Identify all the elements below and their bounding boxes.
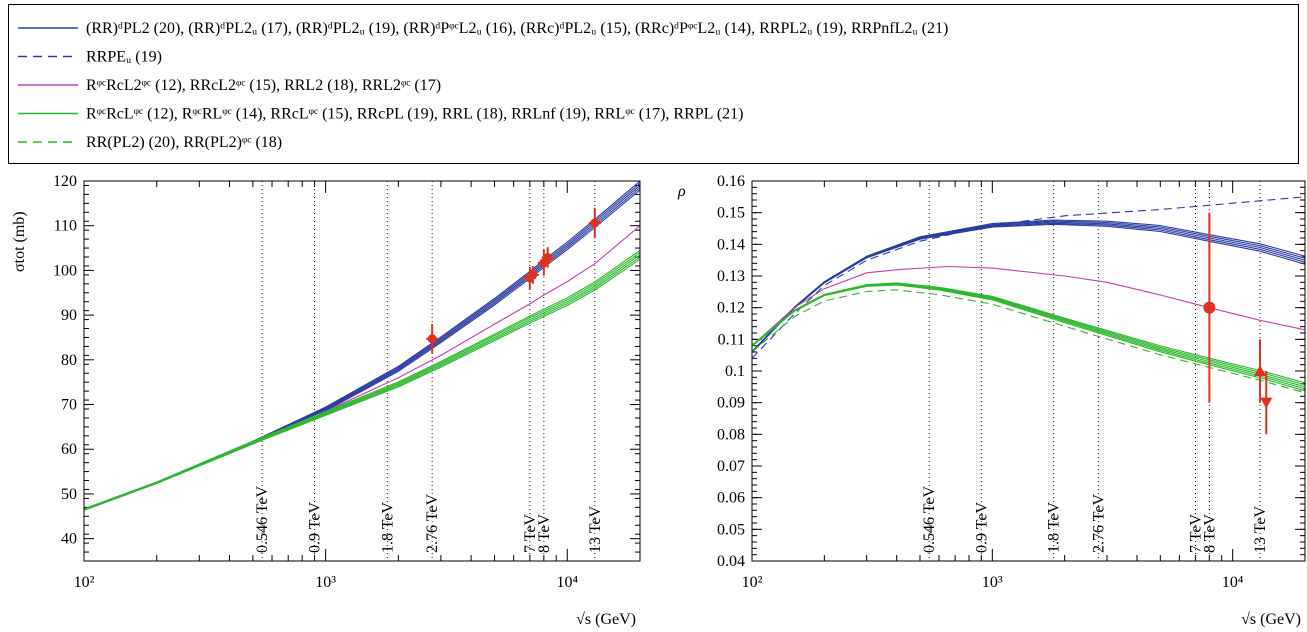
curve-blue	[752, 222, 1305, 353]
curve-green	[752, 283, 1305, 390]
y-tick-label: 0.04	[717, 553, 745, 570]
y-tick-label: 0.09	[717, 395, 745, 412]
curve-green	[84, 252, 640, 510]
curve-green-dashed	[752, 289, 1305, 394]
y-tick-label: 0.08	[717, 426, 745, 443]
y-tick-label: 50	[61, 486, 77, 503]
y-tick-label: 100	[53, 262, 77, 279]
curve-blue-dashed	[752, 196, 1305, 359]
energy-label: 8 TeV	[1201, 514, 1218, 553]
curve-magenta	[752, 265, 1305, 347]
curve-green	[752, 283, 1305, 388]
y-tick-label: 0.05	[717, 521, 745, 538]
curve-green	[752, 282, 1305, 386]
energy-label: 7 TeV	[1187, 514, 1204, 553]
energy-label: 2.76 TeV	[424, 494, 441, 553]
y-tick-label: 110	[54, 218, 77, 235]
data-point	[590, 218, 600, 228]
y-tick-label: 0.11	[718, 331, 745, 348]
energy-label: 1.8 TeV	[379, 502, 396, 553]
x-tick-label: 10²	[742, 574, 763, 591]
y-axis-title: ρ	[677, 183, 686, 200]
curves	[752, 196, 1305, 394]
curves	[84, 181, 640, 511]
legend-entry-text: RRPEᵤ (19)	[86, 49, 162, 66]
y-tick-label: 40	[61, 531, 77, 548]
legend: (RR)ᵈPL2 (20), (RR)ᵈPL2ᵤ (17), (RR)ᵈPL2ᵤ…	[8, 4, 1299, 164]
energy-label: 0.546 TeV	[921, 486, 938, 553]
data-point	[543, 252, 553, 262]
energy-label: 1.8 TeV	[1046, 502, 1063, 553]
energy-label: 8 TeV	[536, 514, 553, 553]
legend-entry-text: (RR)ᵈPL2 (20), (RR)ᵈPL2ᵤ (17), (RR)ᵈPL2ᵤ…	[86, 20, 948, 37]
x-tick-label: 10⁴	[556, 574, 578, 591]
energy-label: 0.546 TeV	[254, 486, 271, 553]
legend-entry-text: RᵠᶜRcLᵠᶜ (12), RᵠᶜRLᵠᶜ (14), RRcLᵠᶜ (15)…	[86, 106, 744, 123]
data-point	[1254, 365, 1267, 376]
curve-green	[84, 254, 640, 511]
legend-entry-text: RᵠᶜRcL2ᵠᶜ (12), RRcL2ᵠᶜ (15), RRL2 (18),…	[86, 77, 441, 94]
energy-label: 7 TeV	[522, 514, 539, 553]
data-point	[427, 334, 437, 344]
energy-label: 0.9 TeV	[307, 502, 324, 553]
data-point	[1260, 397, 1273, 409]
y-tick-label: 90	[61, 307, 77, 324]
energy-label: 13 TeV	[1252, 506, 1269, 553]
y-tick-label: 0.07	[717, 458, 745, 475]
y-tick-label: 0.16	[717, 173, 745, 190]
plot-frame	[751, 180, 1306, 562]
energy-label: 2.76 TeV	[1090, 494, 1107, 553]
y-axis-title: σtot (mb)	[11, 211, 28, 272]
x-tick-label: 10²	[74, 574, 95, 591]
data-point	[528, 270, 538, 280]
y-tick-label: 80	[61, 352, 77, 369]
y-tick-label: 120	[53, 173, 77, 190]
y-tick-label: 0.13	[717, 268, 745, 285]
curve-green	[84, 258, 640, 511]
curve-green	[752, 284, 1305, 392]
curve-blue	[84, 182, 640, 510]
curve-blue	[84, 187, 640, 511]
x-tick-label: 10³	[315, 574, 336, 591]
energy-label: 0.9 TeV	[973, 502, 990, 553]
curve-blue	[84, 189, 640, 511]
y-tick-label: 0.1	[725, 363, 745, 380]
y-tick-label: 0.14	[717, 236, 745, 253]
legend-entry-text: RR(PL2) (20), RR(PL2)ᵠᶜ (18)	[86, 134, 282, 151]
curve-blue	[84, 185, 640, 511]
curve-blue	[84, 181, 640, 510]
x-axis-title: √s (GeV)	[576, 611, 636, 628]
y-tick-label: 0.12	[717, 300, 745, 317]
curve-blue	[752, 223, 1305, 353]
y-tick-label: 0.06	[717, 490, 745, 507]
energy-label: 13 TeV	[587, 506, 604, 553]
curve-blue	[752, 219, 1305, 352]
legend-box	[8, 4, 1299, 164]
x-axis-title: √s (GeV)	[1241, 611, 1301, 628]
curve-magenta	[84, 225, 640, 511]
curve-green	[84, 256, 640, 511]
y-tick-label: 60	[61, 441, 77, 458]
plot-frame	[83, 180, 641, 562]
curve-green	[84, 249, 640, 510]
x-tick-label: 10³	[982, 574, 1003, 591]
y-tick-label: 0.15	[717, 205, 745, 222]
data-point	[1203, 301, 1216, 314]
y-tick-label: 70	[61, 397, 77, 414]
x-tick-label: 10⁴	[1222, 574, 1244, 591]
